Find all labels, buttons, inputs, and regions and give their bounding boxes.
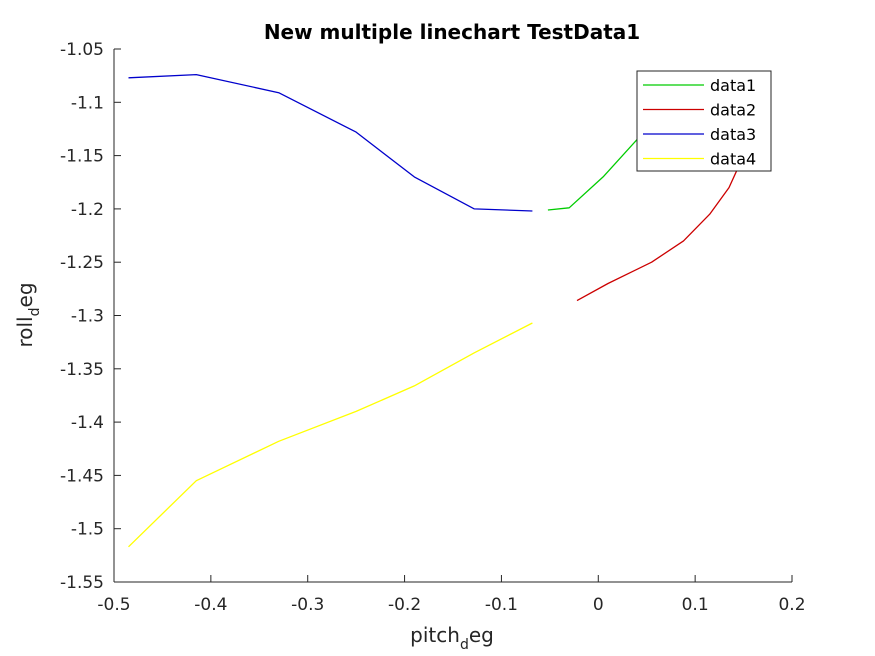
legend-label-data3: data3 (710, 125, 756, 144)
y-tick-label: -1.35 (60, 360, 104, 380)
y-tick-label: -1.05 (60, 40, 104, 60)
series-layer (128, 73, 740, 548)
y-tick-label: -1.15 (60, 147, 104, 167)
y-axis: -1.55 -1.5 -1.45 -1.4 -1.35 -1.3 -1.25 -1.2 -1.1… (60, 40, 121, 593)
x-tick-label: -0.5 (97, 595, 130, 615)
y-tick-label: -1.3 (71, 307, 104, 327)
y-axis-label: rolldeg (13, 282, 43, 347)
y-tick-label: -1.5 (71, 520, 104, 540)
y-tick-label: -1.2 (71, 200, 104, 220)
y-tick-label: -1.4 (71, 413, 104, 433)
y-tick-label: -1.25 (60, 253, 104, 273)
chart-title: New multiple linechart TestData1 (264, 20, 640, 44)
x-tick-label: -0.3 (291, 595, 324, 615)
series-line-data2 (576, 166, 740, 302)
series-line-data4 (128, 322, 533, 548)
x-tick-label: -0.1 (485, 595, 518, 615)
legend: data1 data2 data3 data4 (636, 70, 772, 172)
x-axis: -0.5 -0.4 -0.3 -0.2 -0.1 0 0.1 0.2 (97, 575, 806, 615)
series-line-data3 (128, 73, 533, 212)
y-tick-label: -1.55 (60, 573, 104, 593)
x-tick-label: -0.4 (194, 595, 227, 615)
legend-label-data1: data1 (710, 76, 756, 95)
y-tick-label: -1.45 (60, 466, 104, 486)
legend-box (636, 70, 772, 172)
series-line-data1 (547, 139, 638, 211)
x-axis-label: pitchdeg (410, 623, 494, 653)
legend-label-data2: data2 (710, 101, 756, 120)
y-tick-label: -1.1 (71, 93, 104, 113)
x-tick-label: 0.2 (778, 595, 805, 615)
legend-label-data4: data4 (710, 150, 756, 169)
x-tick-label: 0.1 (682, 595, 709, 615)
x-tick-label: 0 (593, 595, 604, 615)
x-tick-label: -0.2 (388, 595, 421, 615)
